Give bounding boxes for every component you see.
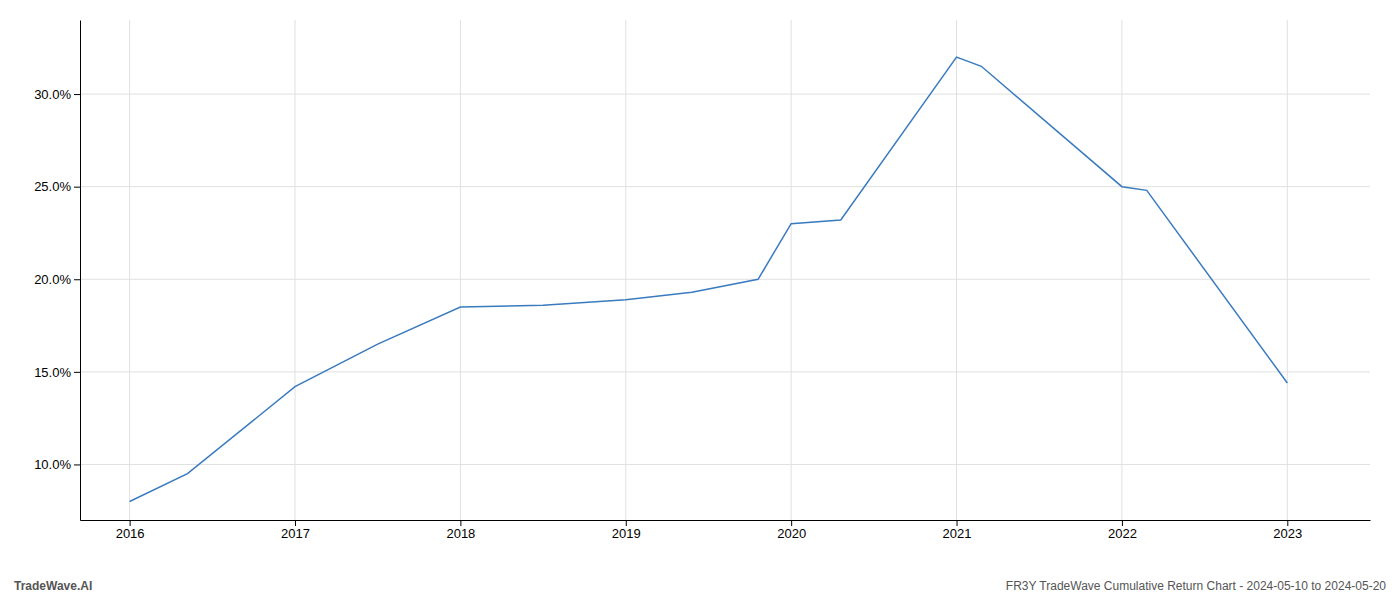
x-tick: 2021 — [943, 520, 972, 541]
x-tick-label: 2016 — [116, 526, 145, 541]
grid-line — [295, 20, 296, 520]
line — [130, 57, 1288, 501]
y-tick: 25.0% — [34, 179, 80, 194]
x-axis-line — [81, 520, 1371, 521]
x-tick-label: 2018 — [446, 526, 475, 541]
x-tick: 2020 — [777, 520, 806, 541]
y-tick: 30.0% — [34, 87, 80, 102]
y-axis-line — [80, 21, 81, 521]
x-tick-mark — [626, 520, 627, 526]
x-tick-label: 2020 — [777, 526, 806, 541]
y-tick-label: 25.0% — [34, 179, 71, 194]
y-tick-label: 15.0% — [34, 365, 71, 380]
grid-line — [129, 20, 130, 520]
grid-line — [1287, 20, 1288, 520]
x-tick-label: 2022 — [1108, 526, 1137, 541]
grid-line — [791, 20, 792, 520]
y-tick-mark — [74, 372, 80, 373]
x-tick-mark — [957, 520, 958, 526]
y-tick: 15.0% — [34, 365, 80, 380]
x-tick-label: 2017 — [281, 526, 310, 541]
grid-line — [80, 464, 1370, 465]
x-tick-mark — [130, 520, 131, 526]
grid-line — [625, 20, 626, 520]
x-tick-mark — [1287, 520, 1288, 526]
grid-line — [80, 279, 1370, 280]
x-tick-label: 2019 — [612, 526, 641, 541]
y-tick-mark — [74, 187, 80, 188]
grid — [80, 20, 1370, 520]
y-tick-label: 10.0% — [34, 457, 71, 472]
x-tick: 2019 — [612, 520, 641, 541]
x-tick-label: 2023 — [1273, 526, 1302, 541]
plot: 2016 2017 2018 2019 2020 2021 2022 2023 10.0% 15.… — [34, 20, 1370, 541]
grid-line — [956, 20, 957, 520]
x-axis: 2016 2017 2018 2019 2020 2021 2022 2023 — [81, 520, 1371, 541]
x-tick: 2016 — [116, 520, 145, 541]
grid-line — [1121, 20, 1122, 520]
y-tick-label: 30.0% — [34, 87, 71, 102]
marks — [130, 57, 1288, 501]
grid-line — [80, 371, 1370, 372]
grid-line — [460, 20, 461, 520]
x-tick-mark — [1122, 520, 1123, 526]
footer-text: FR3Y TradeWave Cumulative Return Chart -… — [1006, 579, 1387, 593]
footer-text: TradeWave.AI — [14, 579, 92, 593]
grid-line — [80, 186, 1370, 187]
y-tick: 20.0% — [34, 272, 80, 287]
x-tick-label: 2021 — [943, 526, 972, 541]
y-tick-mark — [74, 464, 80, 465]
x-tick: 2023 — [1273, 520, 1302, 541]
y-tick-label: 20.0% — [34, 272, 71, 287]
x-tick-mark — [791, 520, 792, 526]
y-tick: 10.0% — [34, 457, 80, 472]
chart: 2016 2017 2018 2019 2020 2021 2022 2023 10.0% 15.… — [0, 0, 1400, 600]
grid-line — [80, 94, 1370, 95]
x-tick-mark — [295, 520, 296, 526]
x-tick: 2017 — [281, 520, 310, 541]
x-tick-mark — [460, 520, 461, 526]
y-tick-mark — [74, 94, 80, 95]
x-tick: 2022 — [1108, 520, 1137, 541]
y-axis: 10.0% 15.0% 20.0% 25.0% 30.0% — [34, 21, 80, 521]
y-tick-mark — [74, 279, 80, 280]
x-tick: 2018 — [446, 520, 475, 541]
